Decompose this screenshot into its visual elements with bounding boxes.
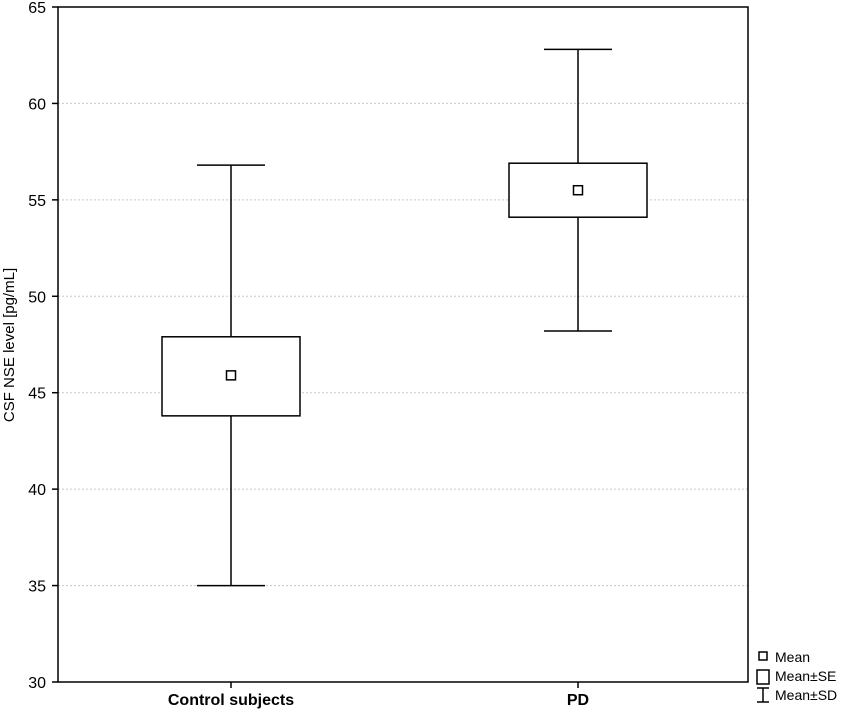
legend-se-symbol: [756, 669, 770, 685]
y-tick-label: 50: [28, 289, 46, 306]
y-axis-ticks: 30 35 40 45 50 55 60 65: [28, 0, 58, 692]
y-tick-label: 55: [28, 193, 46, 210]
y-axis-label: CSF NSE level [pg/mL]: [1, 268, 18, 422]
y-tick-label: 35: [28, 579, 46, 596]
plot-frame: [57, 6, 749, 683]
x-tick-label: PD: [567, 692, 589, 709]
y-tick-label: 40: [28, 482, 46, 499]
grid-lines: [58, 102, 748, 587]
mean-marker: [572, 184, 584, 196]
legend-mean-label: Mean: [775, 649, 810, 665]
legend-se-label: Mean±SE: [775, 668, 836, 684]
y-tick-label: 30: [28, 675, 46, 692]
y-tick-label: 65: [28, 0, 46, 17]
y-tick-label: 60: [28, 96, 46, 113]
legend-mean-symbol: [758, 651, 768, 661]
plot-marks: [161, 48, 648, 587]
y-tick-label: 45: [28, 386, 46, 403]
x-axis-ticks: Control subjects PD: [168, 682, 589, 709]
x-tick-label: Control subjects: [168, 692, 294, 709]
mean-marker: [225, 370, 237, 381]
legend-sd-label: Mean±SD: [775, 687, 837, 703]
legend: Mean Mean±SE Mean±SD: [756, 649, 837, 703]
